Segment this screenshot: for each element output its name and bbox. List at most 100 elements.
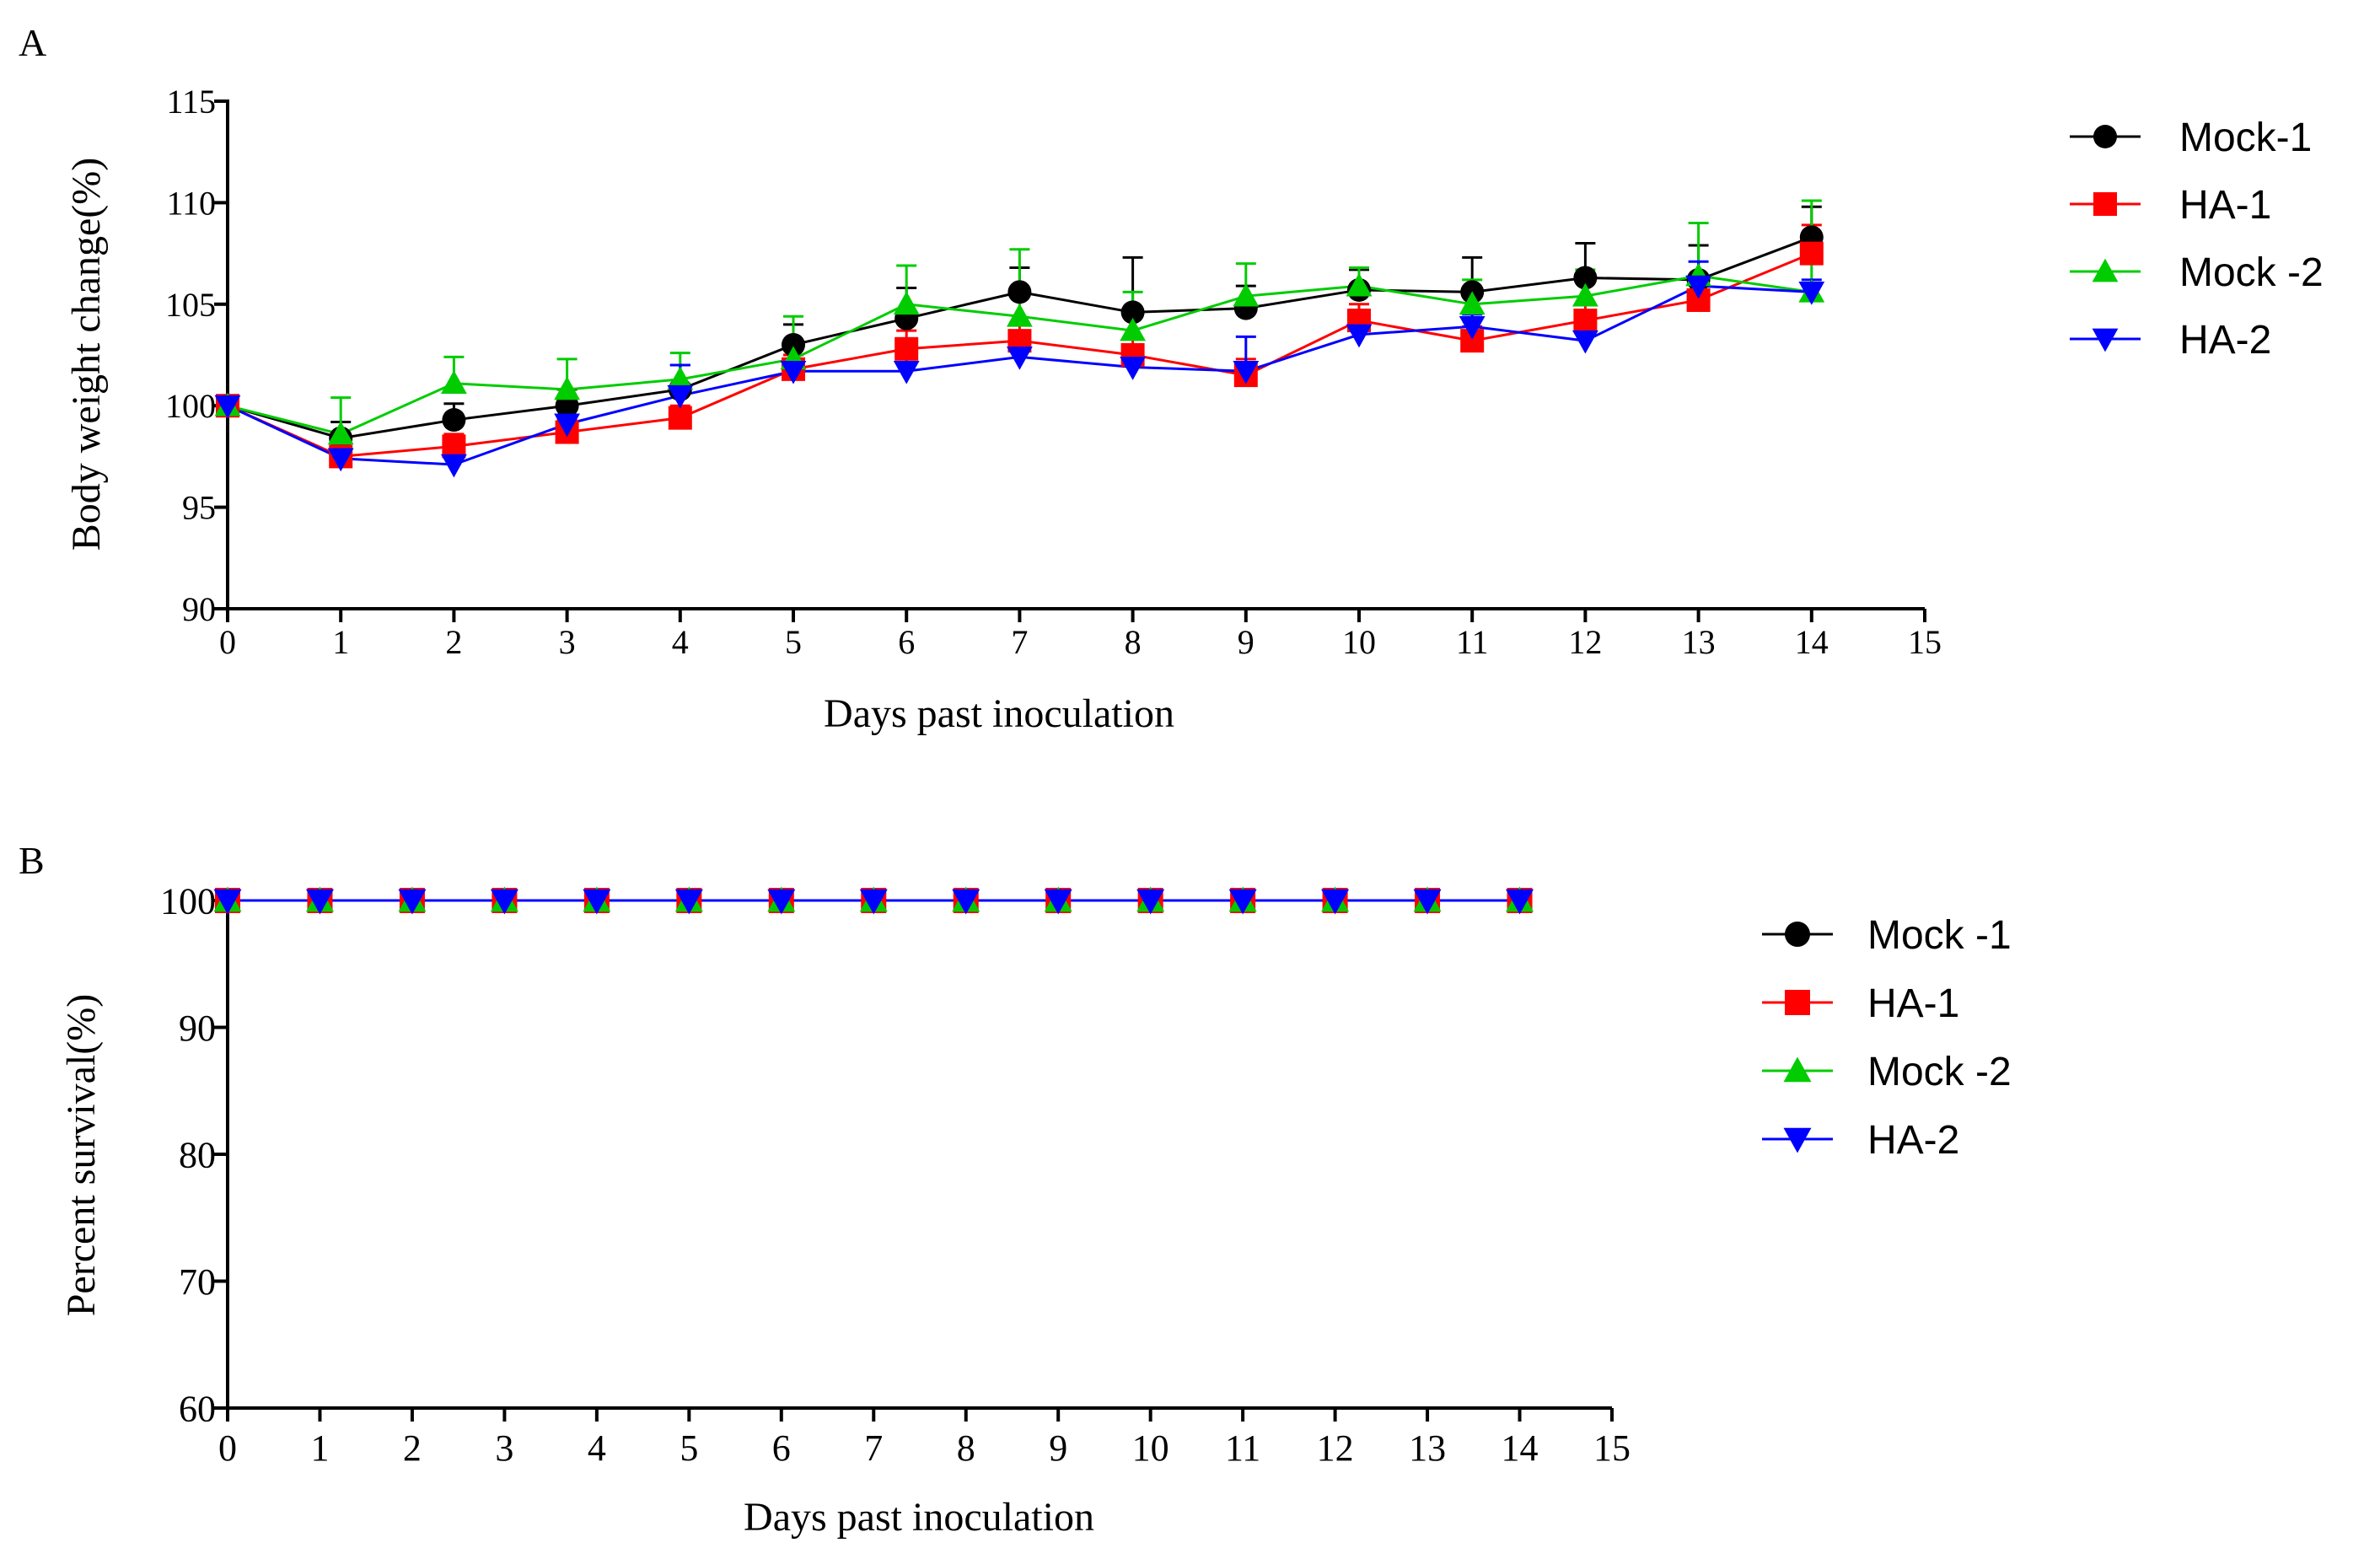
- data-point: [1346, 324, 1373, 348]
- x-tick-label: 15: [1908, 623, 1942, 661]
- data-point: [1573, 266, 1598, 290]
- x-tick-label: 9: [1049, 1427, 1067, 1469]
- data-point: [554, 413, 580, 438]
- data-point: [1321, 889, 1350, 915]
- legend-marker: [2093, 192, 2117, 216]
- data-point: [1007, 280, 1032, 304]
- data-point: [1346, 272, 1373, 297]
- y-tick-label: 115: [166, 83, 216, 121]
- x-axis-title: Days past inoculation: [744, 1495, 1094, 1540]
- data-point: [674, 889, 703, 915]
- data-point: [442, 434, 466, 459]
- x-tick-label: 5: [785, 623, 802, 661]
- data-point: [327, 448, 354, 472]
- y-axis-title: Body weight change(%): [64, 158, 109, 551]
- x-tick-label: 12: [1568, 623, 1602, 661]
- x-tick-label: 6: [772, 1427, 791, 1469]
- y-axis-title: Percent survival(%): [59, 994, 104, 1317]
- data-point: [1044, 889, 1072, 915]
- data-point: [952, 889, 980, 915]
- data-point: [214, 395, 241, 419]
- x-tick-label: 14: [1502, 1427, 1539, 1469]
- y-tick-label: 60: [179, 1388, 216, 1429]
- x-tick-label: 1: [332, 623, 349, 661]
- data-point: [780, 360, 807, 384]
- y-tick-label: 100: [160, 880, 216, 922]
- data-point: [490, 889, 518, 915]
- legend-marker: [1783, 1056, 1812, 1083]
- legend-label: HA-1: [1867, 981, 1959, 1026]
- data-point: [668, 406, 692, 430]
- data-point: [1799, 241, 1824, 266]
- legend-label: HA-2: [1867, 1118, 1959, 1163]
- data-point: [442, 408, 466, 433]
- x-tick-label: 1: [310, 1427, 329, 1469]
- data-point: [1136, 889, 1165, 915]
- y-tick-label: 80: [179, 1134, 216, 1175]
- x-tick-label: 11: [1225, 1427, 1260, 1469]
- x-tick-label: 2: [403, 1427, 422, 1469]
- data-point: [1685, 275, 1711, 299]
- y-tick-label: 100: [165, 387, 216, 425]
- x-tick-label: 8: [957, 1427, 975, 1469]
- data-point: [1572, 282, 1598, 307]
- x-tick-label: 0: [218, 1427, 237, 1469]
- x-tick-label: 3: [559, 623, 576, 661]
- x-tick-label: 12: [1317, 1427, 1354, 1469]
- legend-marker: [1785, 990, 1810, 1015]
- data-point: [1007, 303, 1033, 327]
- y-tick-label: 110: [166, 184, 216, 222]
- y-tick-label: 70: [179, 1261, 216, 1303]
- data-point: [895, 336, 919, 361]
- x-tick-label: 10: [1342, 623, 1376, 661]
- x-axis-title: Days past inoculation: [824, 691, 1174, 736]
- x-tick-label: 14: [1795, 623, 1829, 661]
- data-point: [1233, 282, 1260, 307]
- legend-label: HA-2: [2179, 318, 2271, 363]
- legend-marker: [2092, 328, 2119, 352]
- data-point: [583, 889, 611, 915]
- data-point: [667, 366, 694, 390]
- data-point: [441, 370, 467, 395]
- panel-a-label: A: [19, 21, 46, 64]
- data-point: [1798, 282, 1825, 305]
- x-tick-label: 2: [445, 623, 462, 661]
- x-tick-label: 0: [219, 623, 236, 661]
- legend-marker: [1785, 922, 1810, 947]
- x-tick-label: 3: [495, 1427, 513, 1469]
- data-point: [1233, 360, 1260, 384]
- data-point: [1120, 317, 1146, 341]
- data-point: [1007, 347, 1033, 370]
- legend-label: Mock -2: [1867, 1050, 2012, 1094]
- y-tick-label: 90: [179, 1008, 216, 1049]
- legend-label: Mock -1: [1867, 913, 2012, 958]
- y-tick-label: 90: [182, 590, 216, 628]
- x-tick-label: 6: [898, 623, 915, 661]
- x-tick-label: 13: [1409, 1427, 1446, 1469]
- data-point: [893, 291, 920, 315]
- data-point: [554, 376, 580, 400]
- data-point: [1459, 291, 1485, 315]
- data-point: [893, 360, 920, 384]
- legend-marker: [2093, 125, 2117, 148]
- x-tick-label: 10: [1132, 1427, 1169, 1469]
- legend-label: HA-1: [2179, 183, 2271, 228]
- x-tick-label: 8: [1125, 623, 1142, 661]
- data-point: [1120, 357, 1146, 380]
- legend-marker: [1783, 1127, 1812, 1153]
- data-point: [441, 454, 467, 478]
- x-tick-label: 9: [1238, 623, 1254, 661]
- y-tick-label: 105: [165, 286, 216, 324]
- data-point: [327, 421, 354, 445]
- data-point: [1572, 330, 1598, 354]
- data-point: [1413, 889, 1442, 915]
- x-tick-label: 5: [680, 1427, 698, 1469]
- data-point: [213, 889, 242, 915]
- legend-label: Mock -2: [2179, 250, 2324, 295]
- data-point: [1459, 315, 1485, 340]
- data-point: [859, 889, 888, 915]
- data-point: [305, 889, 334, 915]
- data-point: [1228, 889, 1257, 915]
